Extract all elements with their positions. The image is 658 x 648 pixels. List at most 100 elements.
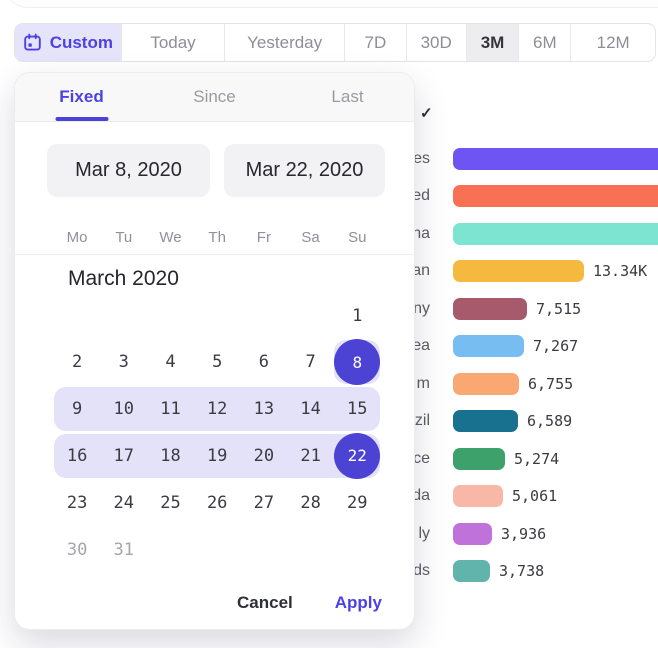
tab-last[interactable]: Last bbox=[281, 73, 414, 121]
calendar-day-16[interactable]: 16 bbox=[66, 445, 88, 466]
toolbar-segment-label: Yesterday bbox=[247, 32, 323, 52]
calendar-day-23[interactable]: 23 bbox=[66, 492, 88, 513]
toolbar-segment-label: Today bbox=[150, 32, 196, 52]
calendar-day-24[interactable]: 24 bbox=[113, 492, 135, 513]
chart-row-label: zil bbox=[414, 412, 430, 430]
calendar-day-30[interactable]: 30 bbox=[66, 539, 88, 560]
chart-value: 6,755 bbox=[528, 374, 574, 393]
chart-value: 5,061 bbox=[512, 487, 558, 506]
toolbar-segment-7d[interactable]: 7D bbox=[345, 24, 407, 61]
chart-bar[interactable] bbox=[453, 335, 524, 358]
calendar-day-13[interactable]: 13 bbox=[253, 399, 275, 420]
apply-button[interactable]: Apply bbox=[334, 593, 382, 612]
calendar-day-11[interactable]: 11 bbox=[160, 399, 181, 420]
calendar-day-8[interactable]: 8 bbox=[334, 339, 381, 386]
weekday-fr: Fr bbox=[256, 229, 271, 246]
chart-bar[interactable] bbox=[453, 222, 658, 245]
weekday-mo: Mo bbox=[66, 229, 88, 246]
chart-row: es bbox=[0, 140, 658, 178]
toolbar-segment-label: 3M bbox=[480, 32, 505, 52]
chart-row: ly 3,936 bbox=[0, 515, 658, 553]
calendar-day-26[interactable]: 26 bbox=[206, 492, 228, 513]
calendar-day-22[interactable]: 22 bbox=[334, 432, 381, 479]
picker-tabs: Fixed Since Last bbox=[15, 73, 414, 122]
calendar-day-14[interactable]: 14 bbox=[300, 399, 321, 420]
calendar-day-3[interactable]: 3 bbox=[118, 352, 129, 373]
calendar-day-28[interactable]: 28 bbox=[300, 492, 321, 513]
chart-value: 7,515 bbox=[536, 299, 582, 318]
selected-day-circle: 22 bbox=[334, 432, 381, 479]
chart-value: 7,267 bbox=[533, 337, 579, 356]
chart-row-label: an bbox=[412, 262, 430, 280]
chart-row: m 6,755 bbox=[0, 365, 658, 403]
chart-row-label: na bbox=[412, 224, 430, 242]
calendar-day-17[interactable]: 17 bbox=[113, 445, 135, 466]
chart-bar[interactable] bbox=[453, 485, 503, 508]
month-title: March 2020 bbox=[68, 267, 179, 290]
calendar-day-21[interactable]: 21 bbox=[300, 445, 321, 466]
end-date-input[interactable]: Mar 22, 2020 bbox=[224, 144, 385, 197]
calendar-day-1[interactable]: 1 bbox=[352, 305, 363, 326]
tab-label: Fixed bbox=[59, 87, 104, 106]
chart-bar[interactable] bbox=[453, 372, 519, 395]
chart-row: zil 6,589 bbox=[0, 402, 658, 440]
toolbar-segment-custom[interactable]: Custom bbox=[15, 24, 122, 61]
calendar-day-18[interactable]: 18 bbox=[160, 445, 181, 466]
calendar-day-19[interactable]: 19 bbox=[206, 445, 228, 466]
calendar-day-25[interactable]: 25 bbox=[160, 492, 181, 513]
toolbar-segment-12m[interactable]: 12M bbox=[571, 24, 655, 61]
tab-label: Since bbox=[193, 87, 236, 106]
chart-bar[interactable] bbox=[453, 559, 490, 582]
calendar-day-2[interactable]: 2 bbox=[71, 352, 83, 373]
toolbar-segment-label: 12M bbox=[596, 32, 630, 52]
calendar-day-6[interactable]: 6 bbox=[258, 352, 270, 373]
selected-day-circle: 8 bbox=[334, 339, 381, 386]
chart-row: ea 7,267 bbox=[0, 327, 658, 365]
chart-row: ed bbox=[0, 177, 658, 215]
chart-bar[interactable] bbox=[453, 185, 658, 208]
chart-bar[interactable] bbox=[453, 297, 527, 320]
chart-bar[interactable] bbox=[453, 522, 492, 545]
chart-row: ds 3,738 bbox=[0, 552, 658, 590]
calendar-day-31[interactable]: 31 bbox=[113, 539, 135, 560]
calendar-day-12[interactable]: 12 bbox=[206, 399, 228, 420]
toolbar-segment-label: 7D bbox=[364, 32, 387, 52]
picker-footer: Cancel Apply bbox=[237, 593, 382, 613]
chart-value: 3,738 bbox=[499, 561, 545, 580]
chart-bar[interactable] bbox=[453, 148, 658, 170]
tab-fixed[interactable]: Fixed bbox=[15, 73, 148, 121]
cancel-button[interactable]: Cancel bbox=[237, 593, 293, 612]
toolbar-segment-30d[interactable]: 30D bbox=[407, 24, 467, 61]
weekday-su: Su bbox=[348, 229, 367, 246]
calendar-day-9[interactable]: 9 bbox=[71, 399, 83, 420]
chart-bar[interactable] bbox=[453, 447, 505, 470]
toolbar-segment-3m[interactable]: 3M bbox=[466, 24, 520, 61]
chart-value: 6,589 bbox=[527, 412, 573, 431]
toolbar-segment-yesterday[interactable]: Yesterday bbox=[225, 24, 345, 61]
chart-row: da 5,061 bbox=[0, 477, 658, 515]
calendar-day-5[interactable]: 5 bbox=[212, 352, 223, 373]
chart-bar[interactable] bbox=[453, 410, 518, 433]
calendar-day-10[interactable]: 10 bbox=[113, 399, 135, 420]
start-date-input[interactable]: Mar 8, 2020 bbox=[47, 144, 210, 197]
tab-since[interactable]: Since bbox=[148, 73, 281, 121]
toolbar-segment-6m[interactable]: 6M bbox=[519, 24, 572, 61]
chart-value: 3,936 bbox=[501, 524, 547, 543]
calendar-icon bbox=[23, 33, 42, 52]
date-range-toolbar: Custom Today Yesterday 7D 30D 3M 6M 12M bbox=[14, 23, 656, 62]
chart-row-label: da bbox=[412, 487, 430, 505]
calendar-day-7[interactable]: 7 bbox=[305, 352, 316, 373]
calendar-day-27[interactable]: 27 bbox=[253, 492, 275, 513]
calendar-day-4[interactable]: 4 bbox=[165, 352, 176, 373]
chart-row: ce 5,274 bbox=[0, 440, 658, 478]
calendar-day-20[interactable]: 20 bbox=[253, 445, 275, 466]
calendar-day-15[interactable]: 15 bbox=[347, 399, 368, 420]
chart-row-label: ny bbox=[413, 299, 430, 317]
calendar-day-29[interactable]: 29 bbox=[347, 492, 368, 513]
divider bbox=[15, 254, 414, 255]
chart-row-label: m bbox=[416, 374, 430, 392]
chart-bar[interactable] bbox=[453, 260, 584, 283]
weekday-th: Th bbox=[208, 229, 226, 246]
chart-value: 13.34K bbox=[593, 262, 648, 281]
toolbar-segment-today[interactable]: Today bbox=[122, 24, 226, 61]
